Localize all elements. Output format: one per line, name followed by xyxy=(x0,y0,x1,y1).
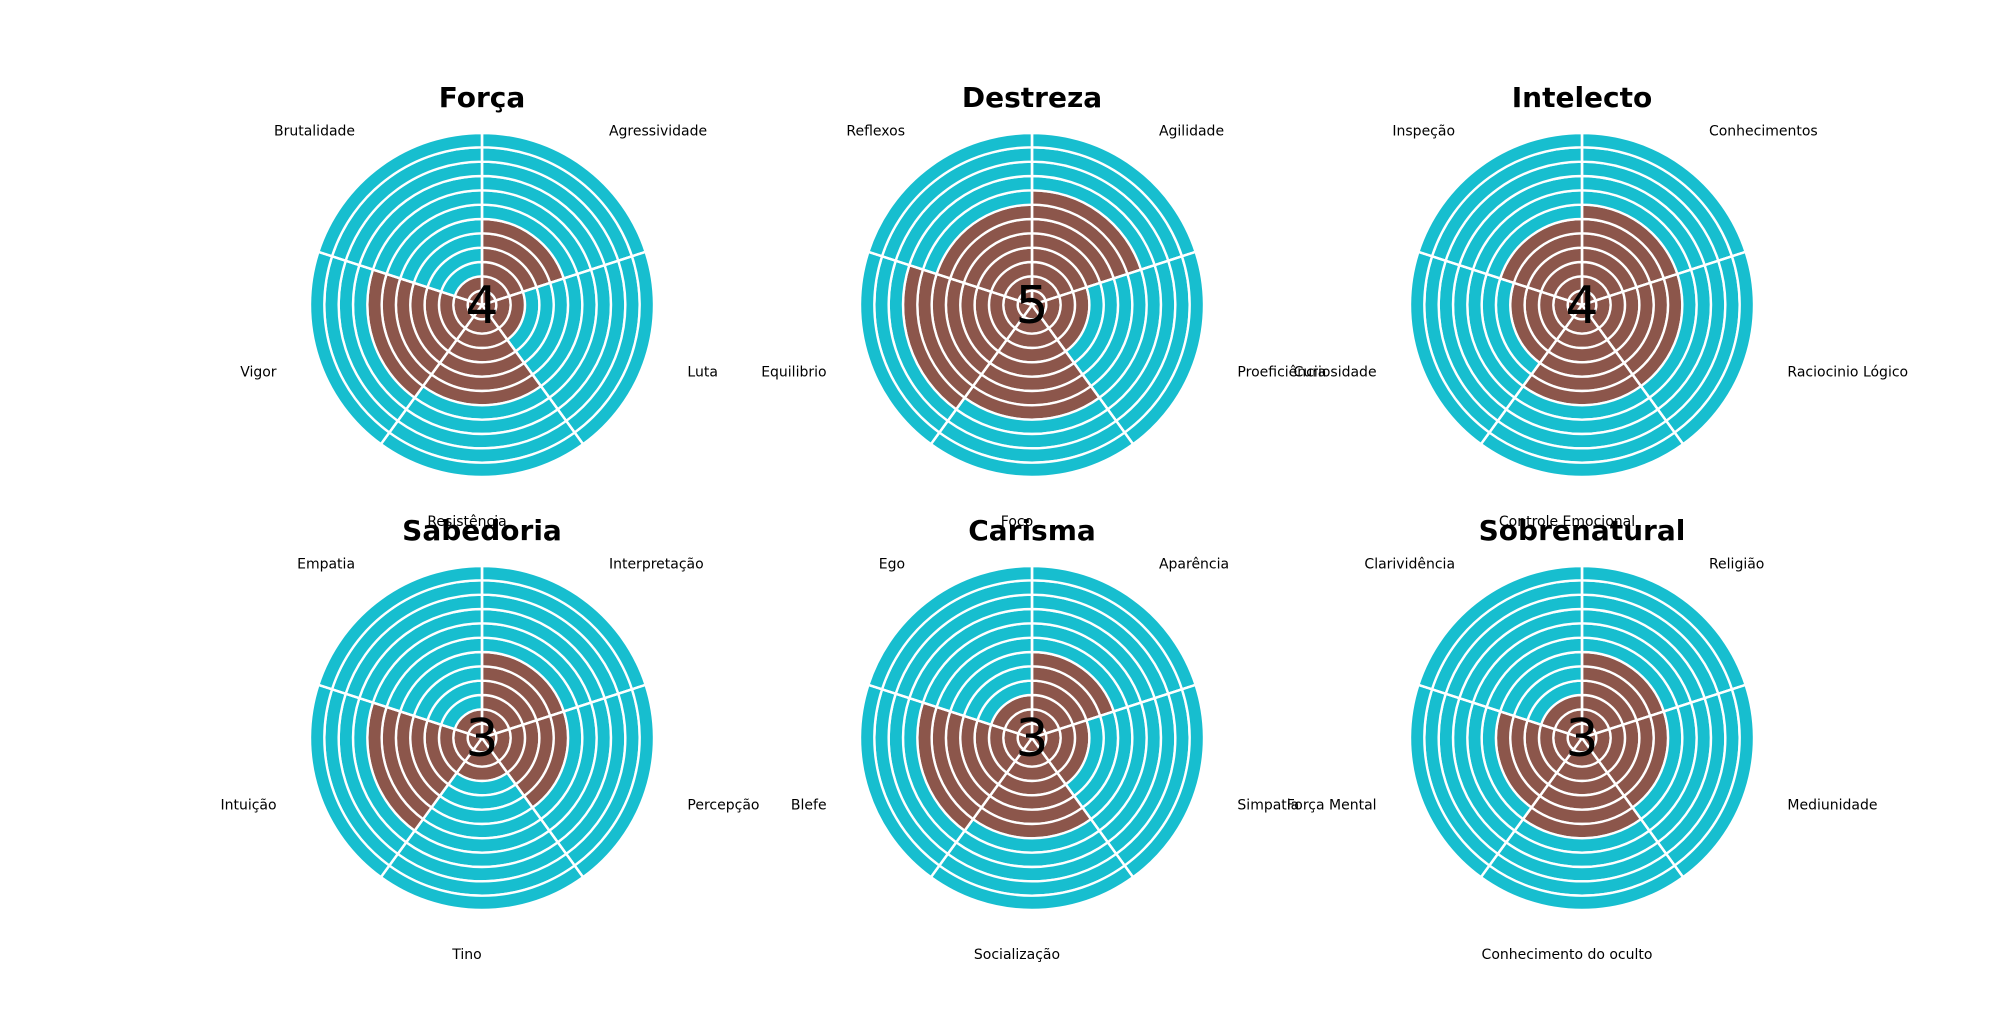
category-label: Socialização xyxy=(974,947,1060,963)
center-value: 5 xyxy=(1015,276,1048,336)
spoke-line xyxy=(1478,737,1583,880)
center-value: 4 xyxy=(1565,276,1598,336)
category-label: Ego xyxy=(879,556,905,572)
spoke-line xyxy=(378,737,483,880)
category-label: Tino xyxy=(451,947,481,963)
center-value: 3 xyxy=(465,709,498,769)
spoke-line xyxy=(866,683,1033,740)
category-label: Percepção xyxy=(687,798,759,814)
category-label: Brutalidade xyxy=(274,123,355,139)
spoke-line xyxy=(1478,304,1583,447)
category-label: Simpatia xyxy=(1237,798,1299,814)
spoke-line xyxy=(481,250,648,307)
category-label: Mediunidade xyxy=(1787,798,1877,814)
category-label: Inspeção xyxy=(1392,123,1455,139)
chart-title: Intelecto xyxy=(1512,81,1653,114)
category-label: Reflexos xyxy=(846,123,905,139)
category-label: Religião xyxy=(1709,556,1764,572)
chart-title: Sabedoria xyxy=(402,514,562,547)
category-label: Agressividade xyxy=(609,123,707,139)
category-label: Controle Emocional xyxy=(1499,514,1635,530)
polar-chart-0: Agressividade Luta Resistência Vigor Brutali… xyxy=(240,81,718,530)
chart-title: Força xyxy=(439,81,526,114)
spoke-line xyxy=(1031,737,1136,880)
category-label: Raciocinio Lógico xyxy=(1787,365,1908,381)
polar-chart-4: Aparência Simpatia Socialização Blefe Ego Car… xyxy=(791,514,1299,963)
spoke-line xyxy=(1581,250,1748,307)
polar-chart-1: Agilidade Proeficiência Foco Equilibrio Refl… xyxy=(761,81,1326,530)
center-value: 3 xyxy=(1015,709,1048,769)
category-label: Blefe xyxy=(791,798,827,814)
category-label: Equilibrio xyxy=(761,365,826,381)
category-label: Conhecimentos xyxy=(1709,123,1818,139)
spoke-line xyxy=(1581,737,1686,880)
spoke-line xyxy=(1416,683,1583,740)
chart-title: Destreza xyxy=(962,81,1102,114)
polar-chart-5: Religião Mediunidade Conhecimento do ocult… xyxy=(1287,514,1878,963)
spoke-line xyxy=(1581,683,1748,740)
category-label: Intuição xyxy=(220,798,276,814)
spoke-line xyxy=(316,250,483,307)
category-label: Agilidade xyxy=(1159,123,1224,139)
spoke-line xyxy=(316,683,483,740)
spoke-line xyxy=(481,304,586,447)
chart-title: Sobrenatural xyxy=(1479,514,1686,547)
spoke-line xyxy=(1031,683,1198,740)
category-label: Empatia xyxy=(297,556,355,572)
spoke-line xyxy=(481,683,648,740)
spoke-line xyxy=(928,304,1033,447)
category-label: Proeficiência xyxy=(1237,365,1326,381)
spoke-line xyxy=(1581,304,1686,447)
spoke-line xyxy=(481,737,586,880)
category-label: Resistência xyxy=(427,514,506,530)
spoke-line xyxy=(1031,304,1136,447)
category-label: Curiosidade xyxy=(1294,365,1377,381)
category-label: Interpretação xyxy=(609,556,704,572)
spoke-line xyxy=(1031,250,1198,307)
polar-chart-2: Conhecimentos Raciocinio Lógico Controle E… xyxy=(1294,81,1909,530)
center-value: 3 xyxy=(1565,709,1598,769)
category-label: Conhecimento do oculto xyxy=(1482,947,1653,963)
chart-title: Carisma xyxy=(968,514,1096,547)
spoke-line xyxy=(1416,250,1583,307)
center-value: 4 xyxy=(465,276,498,336)
category-label: Foco xyxy=(1001,514,1033,530)
category-label: Vigor xyxy=(240,365,277,381)
category-label: Clarividência xyxy=(1364,556,1455,572)
category-label: Luta xyxy=(687,365,718,381)
spoke-line xyxy=(928,737,1033,880)
category-label: Força Mental xyxy=(1287,798,1377,814)
category-label: Aparência xyxy=(1159,556,1229,572)
spoke-line xyxy=(866,250,1033,307)
polar-chart-3: Interpretação Percepção Tino Intuição Empati… xyxy=(220,514,759,963)
spoke-line xyxy=(378,304,483,447)
